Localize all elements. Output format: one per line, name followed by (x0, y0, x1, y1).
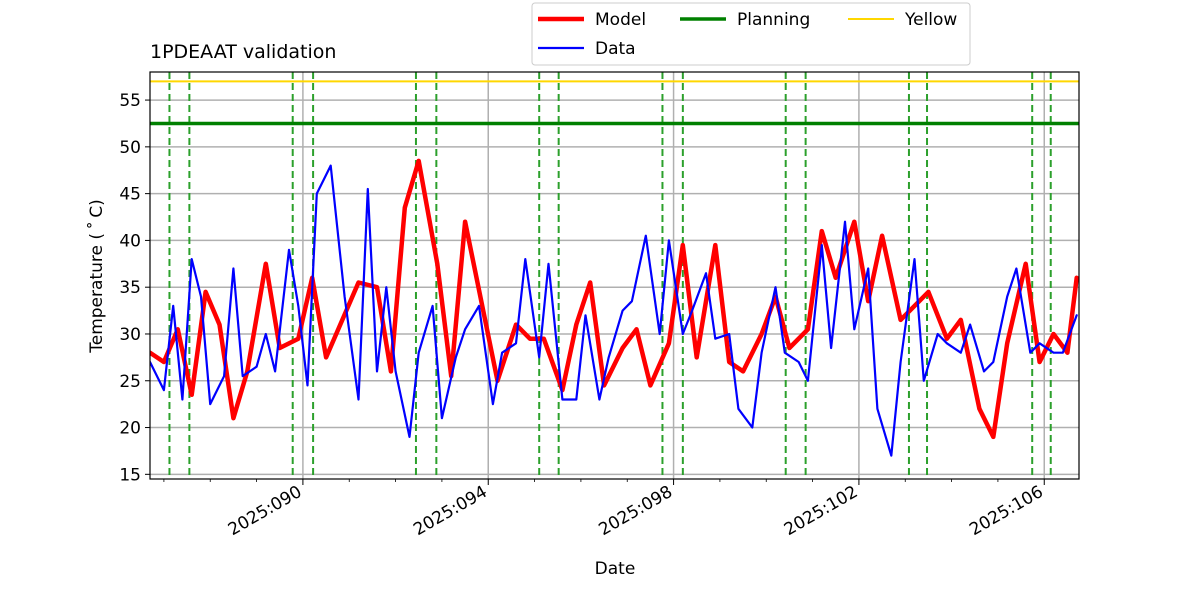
series-line-model (150, 158, 1079, 440)
y-tick-label: 55 (119, 91, 141, 111)
y-tick-label: 45 (119, 185, 141, 205)
legend-label-yellow: Yellow (904, 10, 957, 30)
legend-label-planning: Planning (737, 10, 810, 30)
series-group (150, 158, 1079, 457)
y-axis-ticks: 15 20 25 30 35 40 45 50 55 (119, 91, 150, 485)
y-tick-label: 30 (119, 325, 141, 345)
series-line-data (150, 164, 1078, 457)
plot-frame (149, 71, 1080, 480)
legend-label-data: Data (595, 39, 636, 59)
legend: Model Data Planning Yellow (531, 2, 971, 66)
limit-lines (150, 80, 1079, 126)
chart-title: 1PDEAAT validation (150, 41, 336, 63)
y-axis-label: Temperature ( ˚ C) (86, 199, 107, 354)
y-tick-label: 20 (119, 419, 141, 439)
x-axis-label: Date (595, 559, 636, 579)
vertical-markers (168, 72, 1052, 479)
y-tick-label: 50 (119, 138, 141, 158)
y-tick-label: 35 (119, 278, 141, 298)
legend-label-model: Model (595, 10, 646, 30)
y-tick-label: 25 (119, 372, 141, 392)
y-tick-label: 40 (119, 231, 141, 251)
grid (150, 72, 1079, 479)
y-tick-label: 15 (119, 465, 141, 485)
